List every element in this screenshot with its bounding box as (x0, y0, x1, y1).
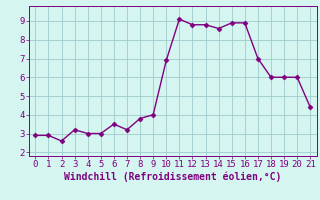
X-axis label: Windchill (Refroidissement éolien,°C): Windchill (Refroidissement éolien,°C) (64, 172, 282, 182)
